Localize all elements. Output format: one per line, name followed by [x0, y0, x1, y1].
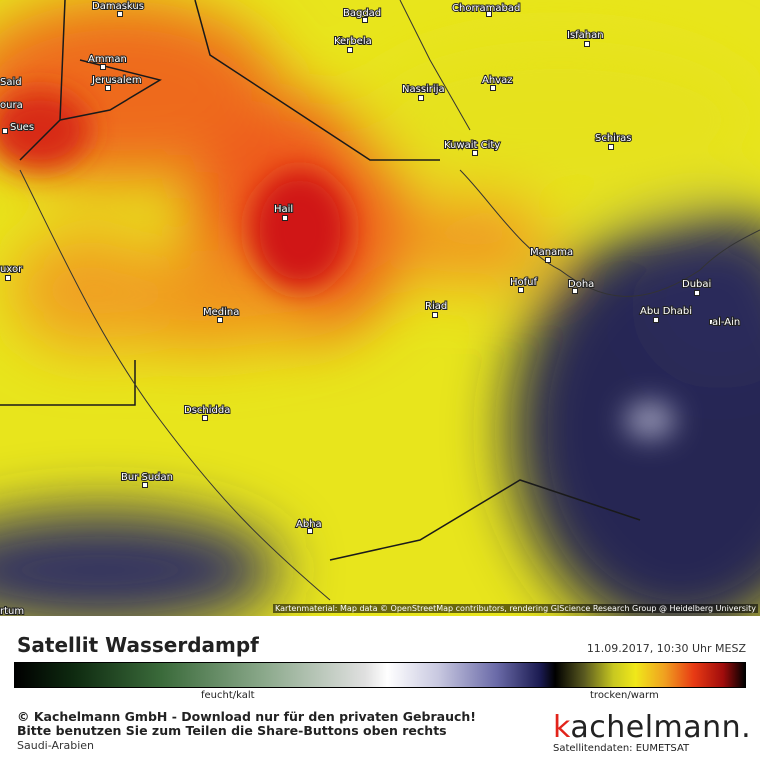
city-marker [117, 11, 123, 17]
city-marker [282, 215, 288, 221]
city-label: Manama [530, 247, 573, 258]
city-marker [572, 288, 578, 294]
city-marker [490, 85, 496, 91]
city-label: Kuwait City [444, 140, 500, 151]
city-label: uxor [0, 264, 23, 275]
city-marker [486, 11, 492, 17]
map: Damaskus Bagdad Chorramabad Isfahan Kerbela A… [0, 0, 760, 616]
city-marker [202, 415, 208, 421]
city-marker [584, 41, 590, 47]
city-label: Damaskus [92, 1, 144, 12]
city-marker [347, 47, 353, 53]
city-marker [418, 95, 424, 101]
city-label: Doha [568, 279, 594, 290]
city-marker [472, 150, 478, 156]
city-label: Dschidda [184, 405, 230, 416]
city-marker [142, 482, 148, 488]
city-marker [307, 528, 313, 534]
city-label: Sues [10, 122, 34, 133]
city-label: Dubai [682, 279, 711, 290]
city-label: Ahvaz [482, 75, 512, 86]
city-label: Nassirija [402, 84, 445, 95]
city-marker [105, 85, 111, 91]
region: Saudi-Arabien [17, 739, 95, 752]
title: Satellit Wasserdampf [17, 633, 259, 657]
city-label: Schiras [595, 133, 631, 144]
city-label: oura [0, 100, 23, 111]
city-label: Abha [296, 519, 322, 530]
city-marker [362, 17, 368, 23]
city-label: al-Ain [712, 317, 740, 328]
city-marker [653, 317, 659, 323]
city-marker [709, 319, 715, 325]
city-marker [217, 317, 223, 323]
city-label: Riad [425, 301, 447, 312]
color-scale [14, 662, 746, 688]
city-marker [5, 275, 11, 281]
city-label: Said [0, 77, 22, 88]
city-label: Jerusalem [91, 75, 142, 86]
notice: Bitte benutzen Sie zum Teilen die Share-… [17, 723, 447, 738]
city-label: Bagdad [343, 8, 381, 19]
city-label: Chorramabad [452, 3, 520, 14]
logo: kachelmann. [553, 710, 752, 745]
scale-low: feucht/kalt [201, 690, 255, 701]
city-label: Abu Dhabi [640, 306, 692, 317]
city-label: Bur Sudan [121, 472, 173, 483]
city-marker [100, 64, 106, 70]
timestamp: 11.09.2017, 10:30 Uhr MESZ [586, 642, 746, 655]
scale-high: trocken/warm [590, 690, 659, 701]
map-attribution: Kartenmaterial: Map data © OpenStreetMap… [272, 604, 758, 613]
copyright: © Kachelmann GmbH - Download nur für den… [17, 709, 476, 724]
city-marker [545, 257, 551, 263]
city-label: Amman [88, 54, 127, 65]
city-label: Kerbela [334, 36, 372, 47]
city-marker [608, 144, 614, 150]
city-label: Medina [203, 307, 239, 318]
city-label: Isfahan [567, 30, 604, 41]
city-label: Hail [274, 204, 293, 215]
city-label: rtum [0, 606, 24, 616]
data-source: Satellitendaten: EUMETSAT [553, 743, 690, 754]
city-marker [694, 290, 700, 296]
city-marker [518, 287, 524, 293]
city-marker [432, 312, 438, 318]
city-label: Hofuf [510, 277, 537, 288]
city-marker [2, 128, 8, 134]
